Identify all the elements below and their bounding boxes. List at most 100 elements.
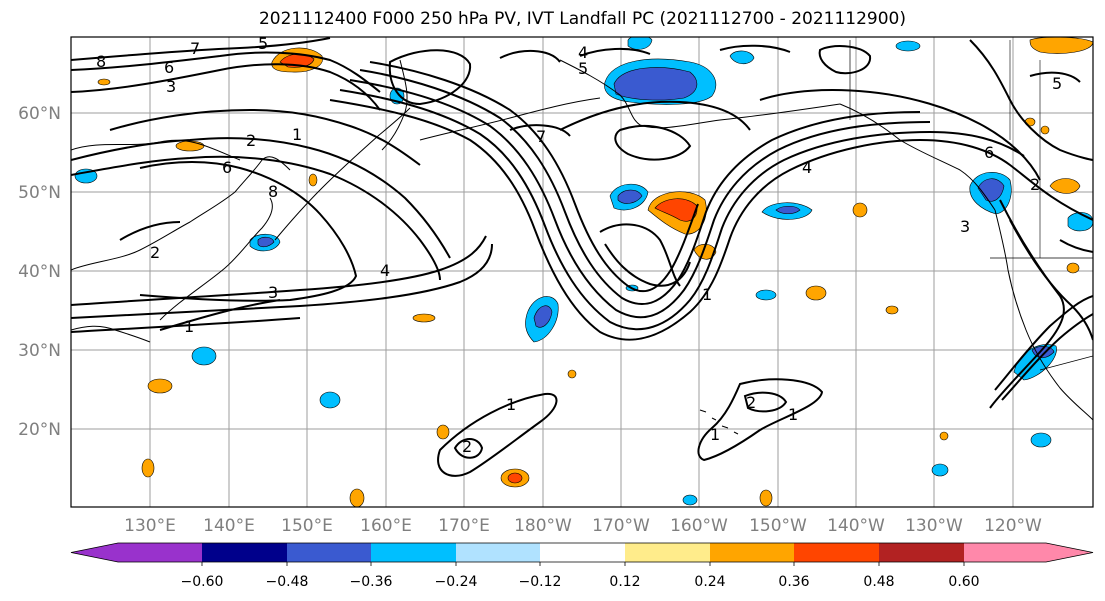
contour-label: 4: [802, 158, 812, 177]
pv-contour: [759, 89, 1041, 181]
pv-contour: [119, 221, 181, 241]
pv-negative-anomaly: [1067, 212, 1093, 232]
pv-contour: [719, 44, 791, 53]
contour-label: 2: [1030, 175, 1040, 194]
colorbar-tick-label: 0.60: [948, 574, 979, 590]
latitude-labels: 60°N 50°N 40°N 30°N 20°N: [18, 104, 61, 440]
pv-contour: [614, 125, 692, 161]
latitude-label: 30°N: [18, 341, 61, 361]
longitude-label: 150°E: [281, 516, 333, 536]
longitude-label: 160°W: [670, 516, 728, 536]
pv-contour: [994, 295, 1093, 391]
pv-positive-anomaly: [141, 458, 155, 478]
coastline-alaska-panhandle: [839, 103, 996, 211]
pv-contour: [339, 89, 1025, 331]
colorbar-segment: [456, 543, 540, 562]
contour-label: 8: [268, 182, 278, 201]
contour-labels: 8 7 6 5 3 2 1 4 8 6 5 4 3 2 1 7 6 5 4 3 …: [96, 34, 1062, 456]
pv-negative-anomaly-core: [533, 305, 553, 328]
pv-negative-anomaly: [755, 289, 777, 301]
contour-label: 4: [578, 43, 588, 62]
pv-positive-anomaly: [885, 305, 899, 315]
pv-positive-anomaly: [349, 488, 365, 507]
pv-negative-anomaly: [319, 391, 341, 409]
pv-negative-anomaly-core: [617, 189, 643, 204]
contour-label: 7: [536, 127, 546, 146]
latitude-label: 40°N: [18, 262, 61, 282]
latitude-label: 60°N: [18, 104, 61, 124]
pv-contour: [139, 161, 358, 302]
pv-contour: [969, 39, 1093, 161]
pv-contour: [71, 51, 381, 93]
pv-contour: [71, 235, 487, 306]
contour-label: 3: [268, 283, 278, 302]
contour-label: 1: [506, 395, 516, 414]
colorbar-tick-label: 0.24: [694, 574, 725, 590]
contour-label: 2: [746, 393, 756, 412]
pv-positive-anomaly: [1066, 262, 1080, 274]
pv-contour: [388, 49, 472, 106]
longitude-labels: 130°E 140°E 150°E 160°E 170°E 180°W 170°W 160°W…: [124, 516, 1042, 536]
contour-label: 2: [150, 243, 160, 262]
colorbar-tick-label: −0.60: [181, 574, 224, 590]
coastlines: [71, 40, 1093, 435]
pv-contour: [359, 69, 921, 305]
coastline-kuril: [274, 107, 411, 241]
contour-label: 5: [1052, 74, 1062, 93]
pv-negative-anomaly-core: [775, 205, 801, 215]
pv-contour: [453, 438, 484, 459]
contour-label: 1: [702, 285, 712, 304]
pv-positive-anomaly: [507, 472, 523, 484]
map-title: 2021112400 F000 250 hPa PV, IVT Landfall…: [258, 9, 906, 29]
coastline-aleutians: [419, 97, 601, 141]
colorbar-segment: [625, 543, 710, 562]
colorbar-segment: [371, 543, 456, 562]
colorbar-tick-label: −0.48: [266, 574, 309, 590]
pv-contour: [743, 391, 788, 413]
colorbar-segment: [118, 543, 202, 562]
pv-positive-anomaly: [852, 202, 868, 218]
pv-contour: [579, 47, 651, 57]
coastline-north-america: [994, 209, 1093, 421]
pv-shading: [74, 37, 1093, 507]
pv-contour: [509, 124, 571, 137]
pv-positive-anomaly: [412, 313, 436, 323]
colorbar-segment: [710, 543, 794, 562]
pv-contour: [71, 317, 301, 333]
contour-label: 1: [710, 425, 720, 444]
pv-positive-anomaly: [436, 424, 450, 440]
latitude-label: 50°N: [18, 183, 61, 203]
pv-negative-anomaly-core: [257, 236, 275, 248]
contour-label: 6: [222, 158, 232, 177]
contour-label: 3: [960, 217, 970, 236]
border-us-mexico: [1039, 355, 1093, 371]
colorbar: [70, 542, 1094, 563]
colorbar-tick-label: −0.12: [519, 574, 562, 590]
pv-positive-anomaly: [567, 369, 577, 379]
pv-contour: [71, 243, 493, 319]
contour-label: 5: [258, 34, 268, 53]
border-provinces: [1009, 40, 1041, 258]
contour-label: 6: [984, 143, 994, 162]
pv-contour: [1029, 71, 1081, 83]
pv-contour: [697, 378, 824, 462]
pv-negative-anomaly-core: [613, 67, 698, 101]
colorbar-segment: [202, 543, 287, 562]
contour-label: 5: [578, 59, 588, 78]
contour-label: 2: [462, 437, 472, 456]
pv-contour: [599, 223, 681, 287]
colorbar-tick-labels: −0.60 −0.48 −0.36 −0.24 −0.12 0.12 0.24 0.36 0.4…: [181, 562, 980, 590]
colorbar-extend-high: [964, 543, 1093, 562]
coastline-hawaii: [699, 409, 739, 435]
pv-contour: [71, 37, 331, 61]
longitude-label: 130°W: [905, 516, 963, 536]
longitude-label: 160°E: [360, 516, 412, 536]
pv-contour: [1001, 313, 1093, 401]
contour-label: 4: [380, 261, 390, 280]
colorbar-tick-label: −0.36: [350, 574, 393, 590]
longitude-label: 180°W: [514, 516, 572, 536]
colorbar-tick-label: −0.24: [435, 574, 478, 590]
longitude-label: 170°E: [438, 516, 490, 536]
colorbar-outline: [70, 542, 1094, 563]
longitude-label: 140°W: [827, 516, 885, 536]
